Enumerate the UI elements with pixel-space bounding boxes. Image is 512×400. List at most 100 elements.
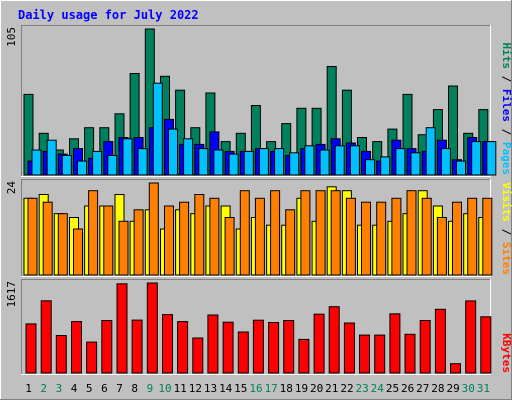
legend-sites: Sites — [500, 242, 512, 275]
x-axis-labels: 1 2 3 4 5 6 7 8 9 10 11 12 13 14 15 16 17 18 19 20 21 22 23 24 2… — [25, 382, 490, 395]
legend-separator: / — [500, 222, 512, 242]
bar-hits-pages-day-18 — [289, 152, 300, 176]
x-tick-label-day-20: 20 — [310, 382, 323, 395]
bar-kbytes-kbytes-day-7 — [116, 283, 128, 374]
bar-kbytes-kbytes-day-5 — [86, 341, 98, 374]
legend-files: Files — [500, 89, 512, 122]
x-tick-label-day-8: 8 — [131, 382, 138, 395]
bar-hits-pages-day-2 — [46, 139, 57, 176]
x-tick-label-day-18: 18 — [280, 382, 293, 395]
panel-visits-scale-max-label: 24 — [5, 181, 18, 195]
bar-kbytes-kbytes-day-15 — [237, 331, 249, 374]
bar-hits-pages-day-23 — [365, 159, 375, 176]
bar-kbytes-kbytes-day-20 — [313, 313, 325, 374]
x-tick-label-day-12: 12 — [189, 382, 202, 395]
x-tick-label-day-23: 23 — [355, 382, 368, 395]
bar-visits-sites-day-15 — [239, 190, 250, 276]
bar-kbytes-kbytes-day-19 — [298, 338, 310, 374]
bar-hits-pages-day-17 — [274, 148, 285, 176]
panel-hits-scale-max-label: 105 — [5, 27, 18, 47]
bar-hits-pages-day-1 — [31, 149, 42, 176]
x-tick-label-day-27: 27 — [416, 382, 429, 395]
bar-hits-pages-day-15 — [243, 150, 254, 176]
bar-visits-sites-day-1 — [27, 197, 38, 276]
bar-kbytes-kbytes-day-12 — [192, 337, 204, 374]
bar-kbytes-kbytes-day-28 — [434, 308, 446, 374]
bar-kbytes-kbytes-day-9 — [146, 282, 158, 374]
panel-hits: 105 Hits / Files / Pages — [5, 25, 512, 177]
bar-hits-pages-day-3 — [61, 155, 72, 176]
bar-hits-pages-day-19 — [304, 145, 315, 176]
x-tick-label-day-26: 26 — [401, 382, 414, 395]
legend-visits-text: Visits / Sites — [500, 182, 512, 275]
legend-visits: Visits / Sites — [500, 182, 512, 275]
bar-hits-pages-day-31 — [486, 141, 497, 176]
panel-kbytes-scale-max-label: 1617 — [5, 281, 18, 308]
bar-visits-sites-day-19 — [300, 190, 311, 276]
bar-visits-sites-day-28 — [436, 217, 447, 276]
x-tick-label-day-13: 13 — [204, 382, 217, 395]
legend-hits-text: Hits / Files / Pages — [500, 43, 512, 176]
x-tick-label-day-17: 17 — [265, 382, 278, 395]
bar-hits-pages-day-21 — [334, 145, 345, 176]
bar-hits-pages-day-16 — [258, 148, 269, 176]
bar-hits-pages-day-29 — [456, 160, 466, 176]
bar-visits-sites-day-10 — [164, 205, 174, 276]
legend-separator: / — [500, 122, 512, 142]
legend-separator: / — [500, 69, 512, 89]
bar-kbytes-kbytes-day-11 — [177, 321, 189, 374]
legend-hits: Hits / Files / Pages — [500, 43, 512, 176]
bar-kbytes-kbytes-day-23 — [359, 334, 370, 374]
bar-kbytes-kbytes-day-17 — [268, 322, 280, 374]
legend-hits: Hits — [500, 43, 512, 70]
bar-visits-sites-day-20 — [315, 190, 326, 276]
bar-hits-pages-day-22 — [349, 145, 360, 176]
bar-kbytes-kbytes-day-4 — [71, 321, 82, 374]
bar-kbytes-kbytes-day-31 — [480, 316, 492, 374]
bar-visits-sites-day-29 — [452, 201, 462, 276]
bar-hits-pages-day-5 — [92, 150, 103, 176]
bar-hits-pages-day-6 — [107, 155, 118, 176]
x-tick-label-day-15: 15 — [234, 382, 247, 395]
bar-visits-sites-day-5 — [88, 190, 99, 276]
bar-visits-sites-day-22 — [345, 197, 356, 276]
chart-title: Daily usage for July 2022 — [18, 8, 199, 22]
x-tick-label-day-28: 28 — [431, 382, 444, 395]
x-tick-label-day-30: 30 — [462, 382, 475, 395]
bar-kbytes-kbytes-day-1 — [25, 323, 37, 374]
bar-visits-sites-day-9 — [148, 182, 159, 276]
x-tick-label-day-21: 21 — [325, 382, 338, 395]
x-tick-label-day-25: 25 — [386, 382, 399, 395]
x-tick-label-day-24: 24 — [371, 382, 385, 395]
bar-hits-pages-day-8 — [137, 148, 148, 176]
bar-hits-pages-day-13 — [213, 149, 224, 176]
bar-kbytes-kbytes-day-2 — [40, 300, 52, 374]
bar-hits-pages-day-25 — [395, 148, 406, 176]
legend-kbytes-text: KBytes — [500, 333, 512, 373]
bar-visits-sites-day-13 — [209, 197, 220, 276]
bar-visits-sites-day-8 — [133, 209, 144, 276]
x-tick-label-day-5: 5 — [86, 382, 93, 395]
bar-visits-sites-day-12 — [194, 194, 205, 276]
bar-kbytes-kbytes-day-21 — [328, 306, 340, 374]
x-tick-label-day-10: 10 — [158, 382, 171, 395]
bar-visits-sites-day-2 — [42, 201, 53, 276]
bar-hits-pages-day-10 — [168, 128, 178, 176]
bar-hits-pages-day-11 — [183, 138, 194, 176]
bar-kbytes-kbytes-day-26 — [404, 333, 416, 374]
bar-visits-sites-day-17 — [270, 190, 281, 276]
bar-visits-sites-day-6 — [103, 205, 114, 276]
panel-visits: 24 Visits / Sites — [5, 179, 512, 277]
bar-visits-sites-day-11 — [179, 201, 190, 276]
bar-kbytes-kbytes-day-6 — [101, 320, 113, 374]
bar-visits-sites-day-16 — [254, 197, 265, 276]
bar-hits-pages-day-30 — [471, 141, 482, 176]
x-tick-label-day-31: 31 — [477, 382, 490, 395]
x-tick-label-day-19: 19 — [295, 382, 308, 395]
bar-kbytes-kbytes-day-27 — [419, 320, 431, 374]
bar-hits-pages-day-24 — [380, 156, 391, 176]
bar-kbytes-kbytes-day-13 — [207, 314, 219, 374]
x-tick-label-day-9: 9 — [147, 382, 154, 395]
bar-kbytes-kbytes-day-3 — [55, 335, 67, 374]
